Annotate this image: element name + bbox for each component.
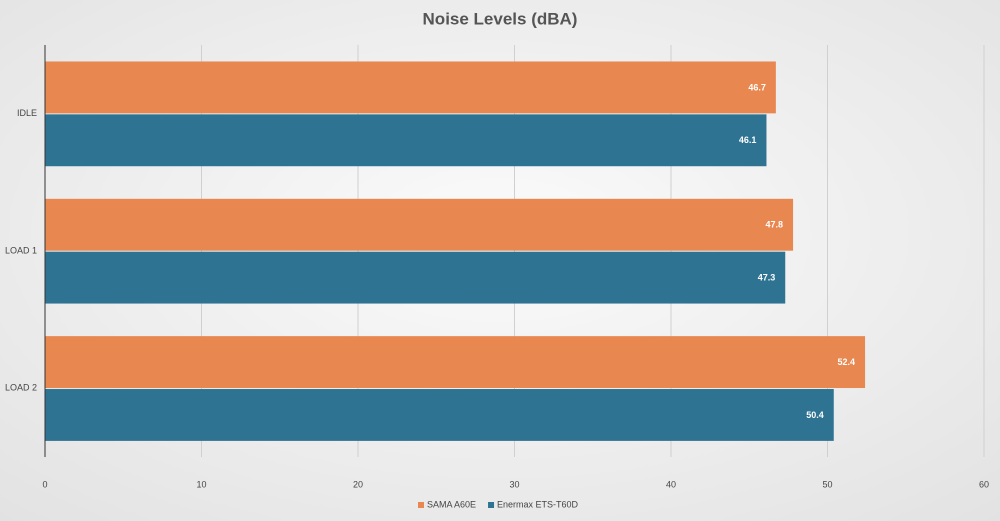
x-tick-label: 40 [666,479,676,489]
value-label: 52.4 [838,357,856,367]
x-tick-label: 0 [42,479,47,489]
bar [45,389,834,441]
bar [45,114,767,167]
x-tick-label: 10 [196,479,206,489]
legend-swatch [418,502,424,508]
value-label: 47.8 [766,220,784,230]
y-tick-label: LOAD 2 [5,383,37,393]
y-tick-label: IDLE [17,108,37,118]
bar [45,336,866,389]
x-tick-label: 60 [979,479,989,489]
bar [45,251,786,304]
legend-label: SAMA A60E [427,499,476,509]
value-label: 47.3 [758,272,776,282]
legend-swatch [488,502,495,508]
y-tick-label: LOAD 1 [5,245,37,255]
bar [45,198,794,251]
x-tick-label: 30 [509,479,519,489]
value-label: 46.7 [748,82,766,92]
x-tick-label: 50 [822,479,832,489]
bar [45,61,776,114]
value-label: 50.4 [806,410,824,420]
x-tick-label: 20 [353,479,363,489]
value-label: 46.1 [739,135,757,145]
chart-title: Noise Levels (dBA) [423,9,578,28]
legend-label: Enermax ETS-T60D [497,499,579,509]
